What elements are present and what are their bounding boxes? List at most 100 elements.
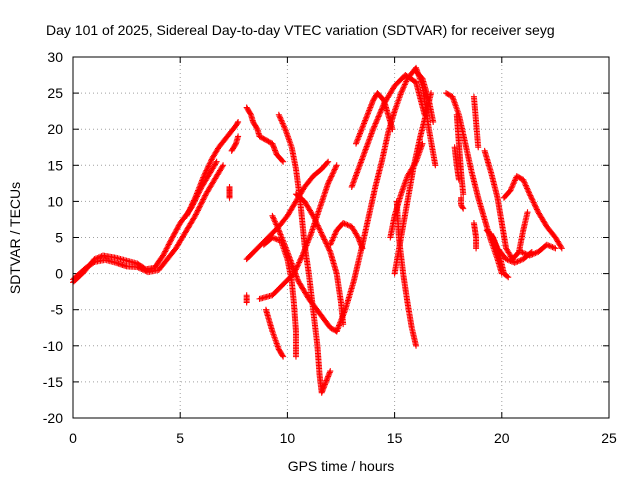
data-point bbox=[194, 189, 201, 196]
grid bbox=[73, 57, 609, 418]
y-tick-label: -10 bbox=[43, 338, 63, 354]
series-arc-26 bbox=[451, 144, 462, 183]
data-point bbox=[188, 201, 195, 208]
data-point bbox=[508, 258, 515, 265]
data-point bbox=[430, 118, 437, 125]
y-tick-label: 15 bbox=[47, 157, 63, 173]
data-point bbox=[312, 217, 319, 224]
data-point bbox=[183, 212, 190, 219]
data-point bbox=[336, 321, 343, 328]
data-point bbox=[526, 191, 533, 198]
data-point bbox=[234, 120, 241, 127]
data-point bbox=[282, 243, 289, 250]
data-point bbox=[200, 196, 207, 203]
data-point bbox=[370, 126, 377, 133]
data-point bbox=[377, 109, 384, 116]
data-point bbox=[213, 158, 220, 165]
data-point bbox=[273, 222, 280, 229]
data-point bbox=[313, 219, 320, 226]
data-point bbox=[197, 180, 204, 187]
data-point bbox=[365, 110, 372, 117]
data-point bbox=[169, 234, 176, 241]
data-point bbox=[138, 265, 145, 272]
data-point bbox=[139, 266, 146, 273]
data-point bbox=[192, 194, 199, 201]
data-point bbox=[445, 91, 452, 98]
data-point bbox=[193, 210, 200, 217]
data-point bbox=[269, 234, 276, 241]
data-point bbox=[305, 238, 312, 245]
data-point bbox=[507, 187, 514, 194]
data-point bbox=[341, 309, 348, 316]
data-point bbox=[318, 229, 325, 236]
data-point bbox=[509, 181, 516, 188]
data-point bbox=[275, 111, 282, 118]
data-point bbox=[300, 249, 307, 256]
data-point bbox=[197, 202, 204, 209]
data-point bbox=[327, 241, 334, 248]
data-point bbox=[489, 233, 496, 240]
data-point bbox=[219, 163, 226, 170]
data-point bbox=[543, 241, 550, 248]
data-point bbox=[262, 137, 269, 144]
data-point bbox=[160, 252, 167, 259]
data-point bbox=[523, 183, 530, 190]
data-point bbox=[261, 136, 268, 143]
data-point bbox=[493, 242, 500, 249]
data-point bbox=[272, 235, 279, 242]
data-point bbox=[432, 162, 439, 169]
data-point bbox=[369, 100, 376, 107]
data-point bbox=[325, 246, 332, 253]
data-point bbox=[196, 204, 203, 211]
data-point bbox=[358, 126, 365, 133]
data-point bbox=[192, 212, 199, 219]
data-point bbox=[353, 139, 360, 146]
data-point bbox=[276, 230, 283, 237]
data-point bbox=[379, 105, 386, 112]
x-axis-label: GPS time / hours bbox=[288, 458, 395, 474]
data-point bbox=[369, 98, 376, 105]
data-point bbox=[186, 205, 193, 212]
data-point bbox=[279, 120, 286, 127]
data-point bbox=[558, 245, 565, 252]
data-point bbox=[514, 258, 521, 265]
data-point bbox=[192, 211, 199, 218]
data-point bbox=[202, 192, 209, 199]
data-point bbox=[141, 267, 148, 274]
data-point bbox=[327, 240, 334, 247]
series-arc-22 bbox=[413, 68, 437, 125]
data-point bbox=[511, 178, 518, 185]
data-point bbox=[403, 78, 410, 85]
data-point bbox=[198, 178, 205, 185]
data-point bbox=[232, 141, 239, 148]
data-point bbox=[363, 114, 370, 121]
data-point bbox=[443, 90, 450, 97]
data-point bbox=[253, 124, 260, 131]
data-point bbox=[278, 234, 285, 241]
data-point bbox=[329, 237, 336, 244]
data-point bbox=[529, 198, 536, 205]
x-tick-label: 0 bbox=[69, 430, 77, 446]
data-point bbox=[280, 123, 287, 130]
data-point bbox=[296, 259, 303, 266]
data-point bbox=[511, 177, 518, 184]
data-point bbox=[167, 238, 174, 245]
x-tick-labels: 0 5 10 15 20 25 bbox=[69, 430, 617, 446]
data-point bbox=[199, 177, 206, 184]
data-point bbox=[374, 114, 381, 121]
series-arc-33 bbox=[518, 241, 559, 259]
data-point bbox=[389, 126, 396, 133]
data-point bbox=[552, 245, 559, 252]
data-point bbox=[488, 232, 495, 239]
data-point bbox=[304, 239, 311, 246]
data-point bbox=[359, 123, 366, 130]
data-point bbox=[302, 243, 309, 250]
data-point bbox=[310, 214, 317, 221]
data-point bbox=[549, 244, 556, 251]
data-point bbox=[376, 112, 383, 119]
data-point bbox=[527, 193, 534, 200]
data-point bbox=[491, 239, 498, 246]
data-point bbox=[355, 133, 362, 140]
data-point bbox=[298, 255, 305, 262]
data-point bbox=[303, 240, 310, 247]
